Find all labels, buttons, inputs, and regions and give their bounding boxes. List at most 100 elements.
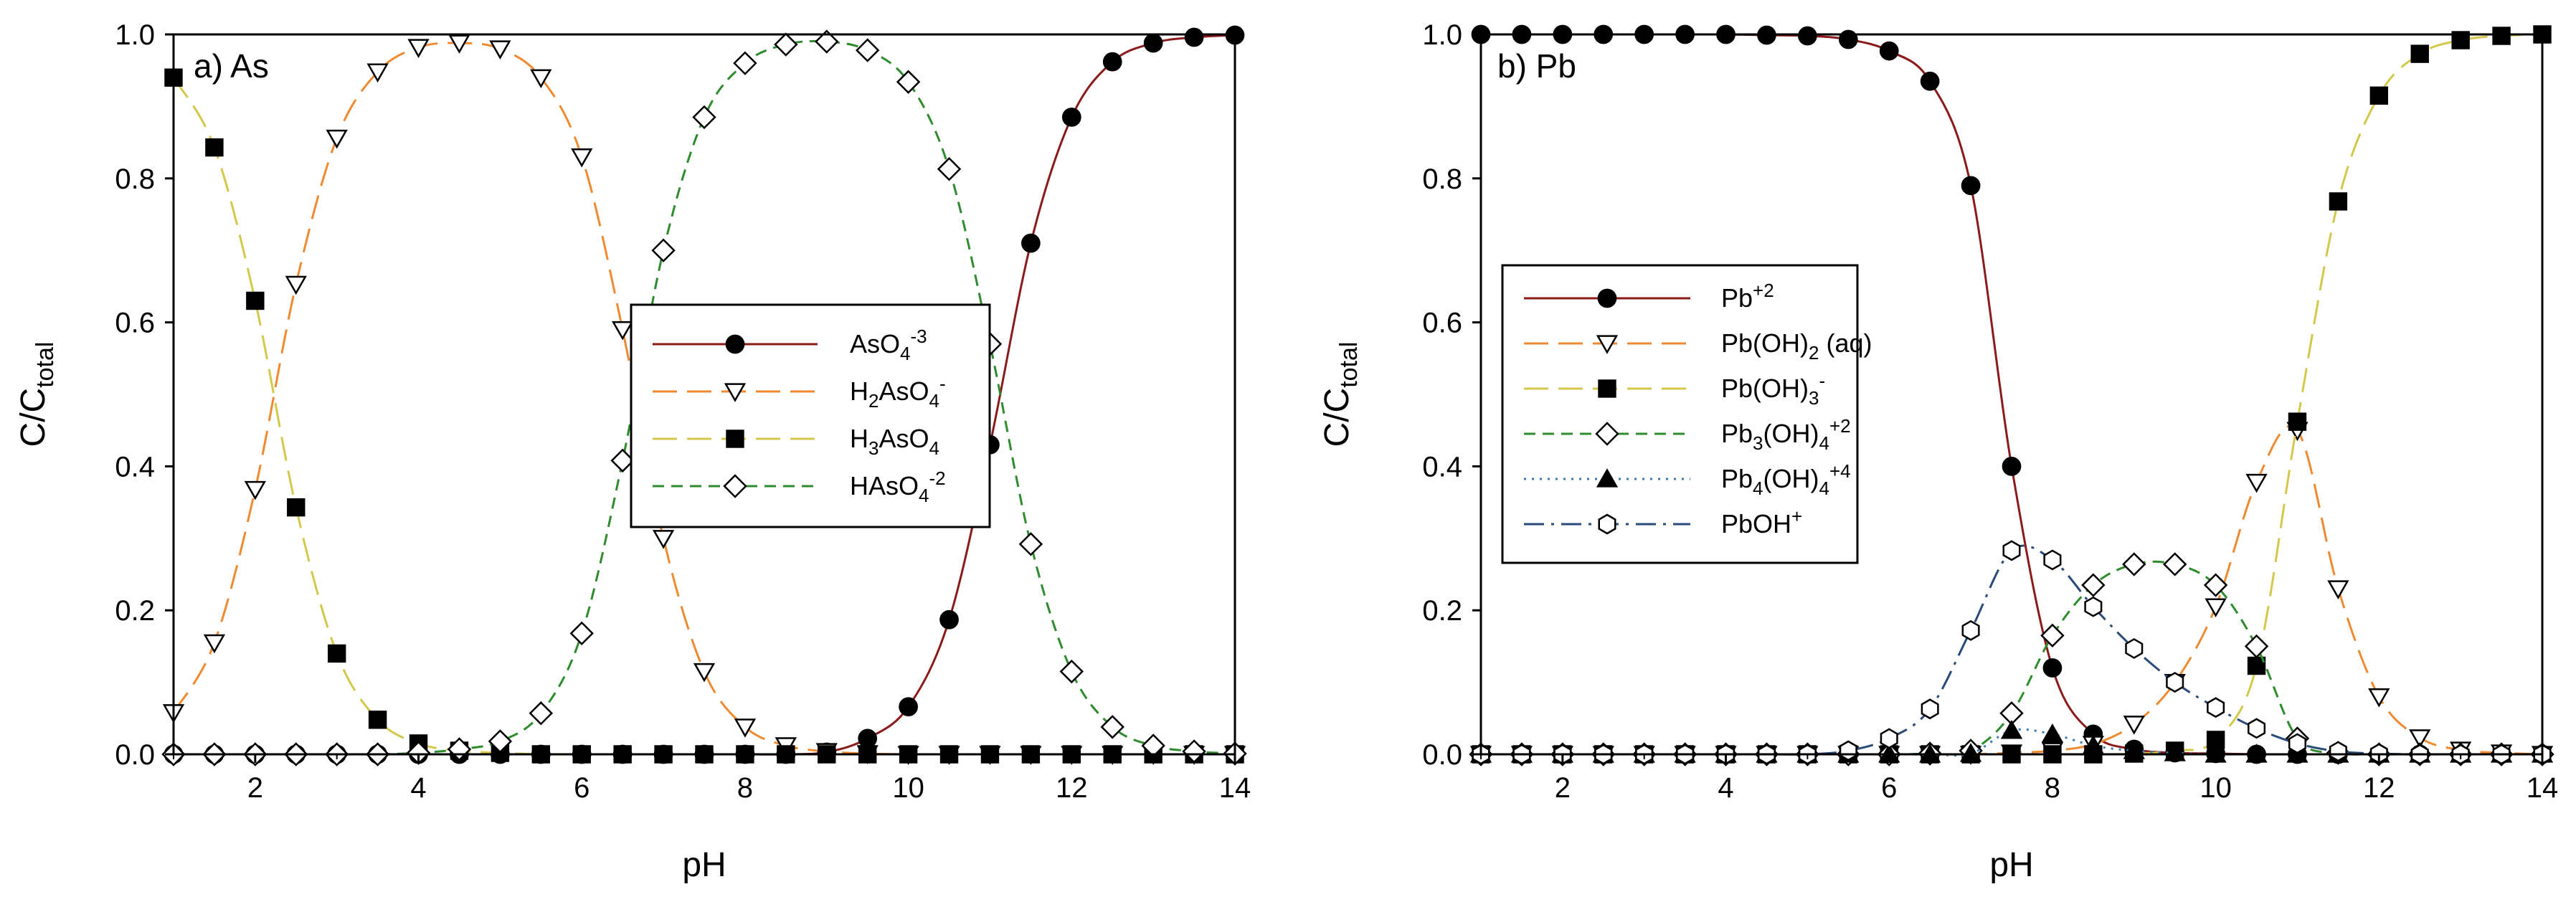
point-pboh2 bbox=[2245, 473, 2268, 493]
legend-label-name-base: AsO bbox=[850, 329, 900, 359]
point-hasO4 bbox=[937, 157, 962, 181]
point-pboh bbox=[2002, 540, 2021, 561]
legend-label-h3asO4: H3AsO4 bbox=[850, 424, 939, 459]
y-tick-label: 0.0 bbox=[1422, 739, 1462, 771]
legend-label-pb3oh4: Pb3(OH)4+2 bbox=[1721, 415, 1851, 454]
legend-entry-pboh3: Pb(OH)3- bbox=[1524, 370, 1825, 409]
x-axis-title: pH bbox=[1989, 846, 2033, 884]
legend-marker-pb2 bbox=[1597, 288, 1617, 308]
legend-label-h2asO4: H2AsO4- bbox=[850, 373, 946, 412]
legend-label-sub-pre: 4 bbox=[1753, 478, 1763, 499]
y-tick-label: 0.2 bbox=[1422, 595, 1462, 627]
point-pb3oh4 bbox=[2203, 573, 2228, 597]
legend-label-name-base: PbOH bbox=[1721, 509, 1791, 538]
point-hasO4 bbox=[406, 741, 431, 765]
legend-label-sub-pre: 3 bbox=[868, 437, 879, 459]
point-h2asO4 bbox=[652, 530, 675, 549]
plot-frame bbox=[1479, 33, 2544, 756]
x-tick-label: 6 bbox=[574, 772, 589, 804]
point-hasO4 bbox=[1182, 739, 1206, 764]
legend-label-sub: 4 bbox=[929, 437, 939, 459]
panel-title: b) Pb bbox=[1497, 47, 1576, 85]
point-pb2 bbox=[1838, 29, 1858, 49]
point-pboh bbox=[2288, 733, 2306, 754]
y-axis-title-main: C/C bbox=[1318, 388, 1356, 447]
point-pb4oh4 bbox=[1959, 743, 1982, 762]
point-pboh bbox=[1921, 698, 1939, 720]
point-pb3oh4 bbox=[2081, 573, 2106, 597]
legend-label-sub-pre: 2 bbox=[868, 390, 879, 412]
point-pboh2 bbox=[2409, 729, 2431, 749]
legend-entry-pb3oh4: Pb3(OH)4+2 bbox=[1524, 415, 1851, 454]
y-tick-label: 0.2 bbox=[115, 595, 155, 627]
legend-marker-pb3oh4 bbox=[1595, 422, 1619, 446]
legend-label-name-mid: AsO bbox=[879, 424, 929, 453]
x-tick-label: 2 bbox=[247, 772, 263, 804]
point-pb4oh4 bbox=[2000, 720, 2023, 739]
legend-entry-pboh: PbOH+ bbox=[1524, 505, 1802, 538]
legend-label-sub: 2 bbox=[1809, 342, 1819, 364]
legend-marker-h2asO4 bbox=[724, 383, 747, 402]
point-asO4 bbox=[858, 728, 878, 749]
point-pboh bbox=[1880, 728, 1898, 749]
point-pb2 bbox=[1961, 176, 1981, 196]
y-axis-title-main: C/C bbox=[14, 388, 52, 447]
point-hasO4 bbox=[855, 38, 880, 62]
legend-marker-pboh2 bbox=[1596, 335, 1619, 354]
legend-label-sub: 3 bbox=[1809, 387, 1819, 409]
series-line-hasO4 bbox=[174, 39, 1236, 756]
legend-label-name-post: (aq) bbox=[1819, 328, 1872, 358]
legend-label-sup: -3 bbox=[910, 326, 927, 347]
y-axis-title: C/Ctotal bbox=[1318, 342, 1363, 447]
point-h2asO4 bbox=[285, 275, 307, 295]
point-h2asO4 bbox=[366, 63, 389, 83]
y-tick-label: 0.0 bbox=[115, 739, 155, 771]
point-pboh bbox=[2207, 697, 2225, 718]
x-tick-label: 2 bbox=[1555, 772, 1571, 804]
y-tick-label: 0.4 bbox=[1422, 451, 1462, 483]
point-h3asO4 bbox=[246, 291, 265, 310]
point-hasO4 bbox=[896, 70, 921, 94]
point-h2asO4 bbox=[448, 34, 470, 54]
legend-label-name-base: Pb bbox=[1721, 283, 1753, 313]
legend-label-asO4: AsO4-3 bbox=[850, 326, 927, 364]
legend-entry-pboh2: Pb(OH)2 (aq) bbox=[1524, 328, 1872, 364]
legend-label-name-mid: AsO bbox=[879, 376, 929, 406]
point-asO4 bbox=[899, 697, 918, 717]
legend-marker-pboh3 bbox=[1598, 379, 1616, 398]
panel-pb-chart: 2 4 6 8 10 12 14 0.0 0.2 0.4 0.6 0.8 1.0 pH C/Ctotal b)… bbox=[1318, 19, 2558, 884]
y-axis-title-sub: total bbox=[32, 342, 59, 388]
point-asO4 bbox=[1021, 233, 1041, 253]
point-h2asO4 bbox=[734, 718, 757, 738]
y-tick-label: 0.6 bbox=[115, 308, 155, 339]
point-hasO4 bbox=[529, 701, 554, 726]
legend-label-sup: + bbox=[1791, 505, 1802, 527]
y-tick-label: 1.0 bbox=[1422, 19, 1462, 51]
point-pboh3 bbox=[2329, 192, 2348, 211]
legend-label-name-base: Pb bbox=[1721, 419, 1753, 448]
point-pb3oh4 bbox=[2122, 552, 2146, 576]
series-hasO4 bbox=[161, 29, 1247, 766]
legend-box bbox=[630, 303, 991, 528]
legend-entry-h3asO4: H3AsO4 bbox=[653, 424, 939, 459]
point-pb4oh4 bbox=[2082, 735, 2105, 754]
legend-label-name-base: H bbox=[850, 424, 868, 453]
legend-box bbox=[1501, 264, 1859, 564]
legend-label-sub: 4 bbox=[1819, 432, 1829, 454]
x-axis-title: pH bbox=[682, 846, 726, 884]
y-tick-label: 0.4 bbox=[115, 451, 155, 483]
legend-label-pboh: PbOH+ bbox=[1721, 505, 1802, 538]
point-h2asO4 bbox=[571, 148, 593, 168]
x-tick-label: 12 bbox=[2363, 772, 2395, 804]
legend-entry-h2asO4: H2AsO4- bbox=[653, 373, 946, 412]
point-asO4 bbox=[939, 609, 959, 630]
point-h2asO4 bbox=[530, 69, 552, 89]
x-tick-label: 14 bbox=[1219, 772, 1251, 804]
point-asO4 bbox=[1184, 27, 1204, 47]
panel-as-chart: 2 4 6 8 10 12 14 0.0 0.2 0.4 0.6 0.8 1.0 pH C/Ctotal a)… bbox=[14, 19, 1251, 884]
point-hasO4 bbox=[1059, 659, 1084, 684]
point-h2asO4 bbox=[489, 40, 511, 60]
legend-marker-hasO4 bbox=[723, 474, 747, 498]
